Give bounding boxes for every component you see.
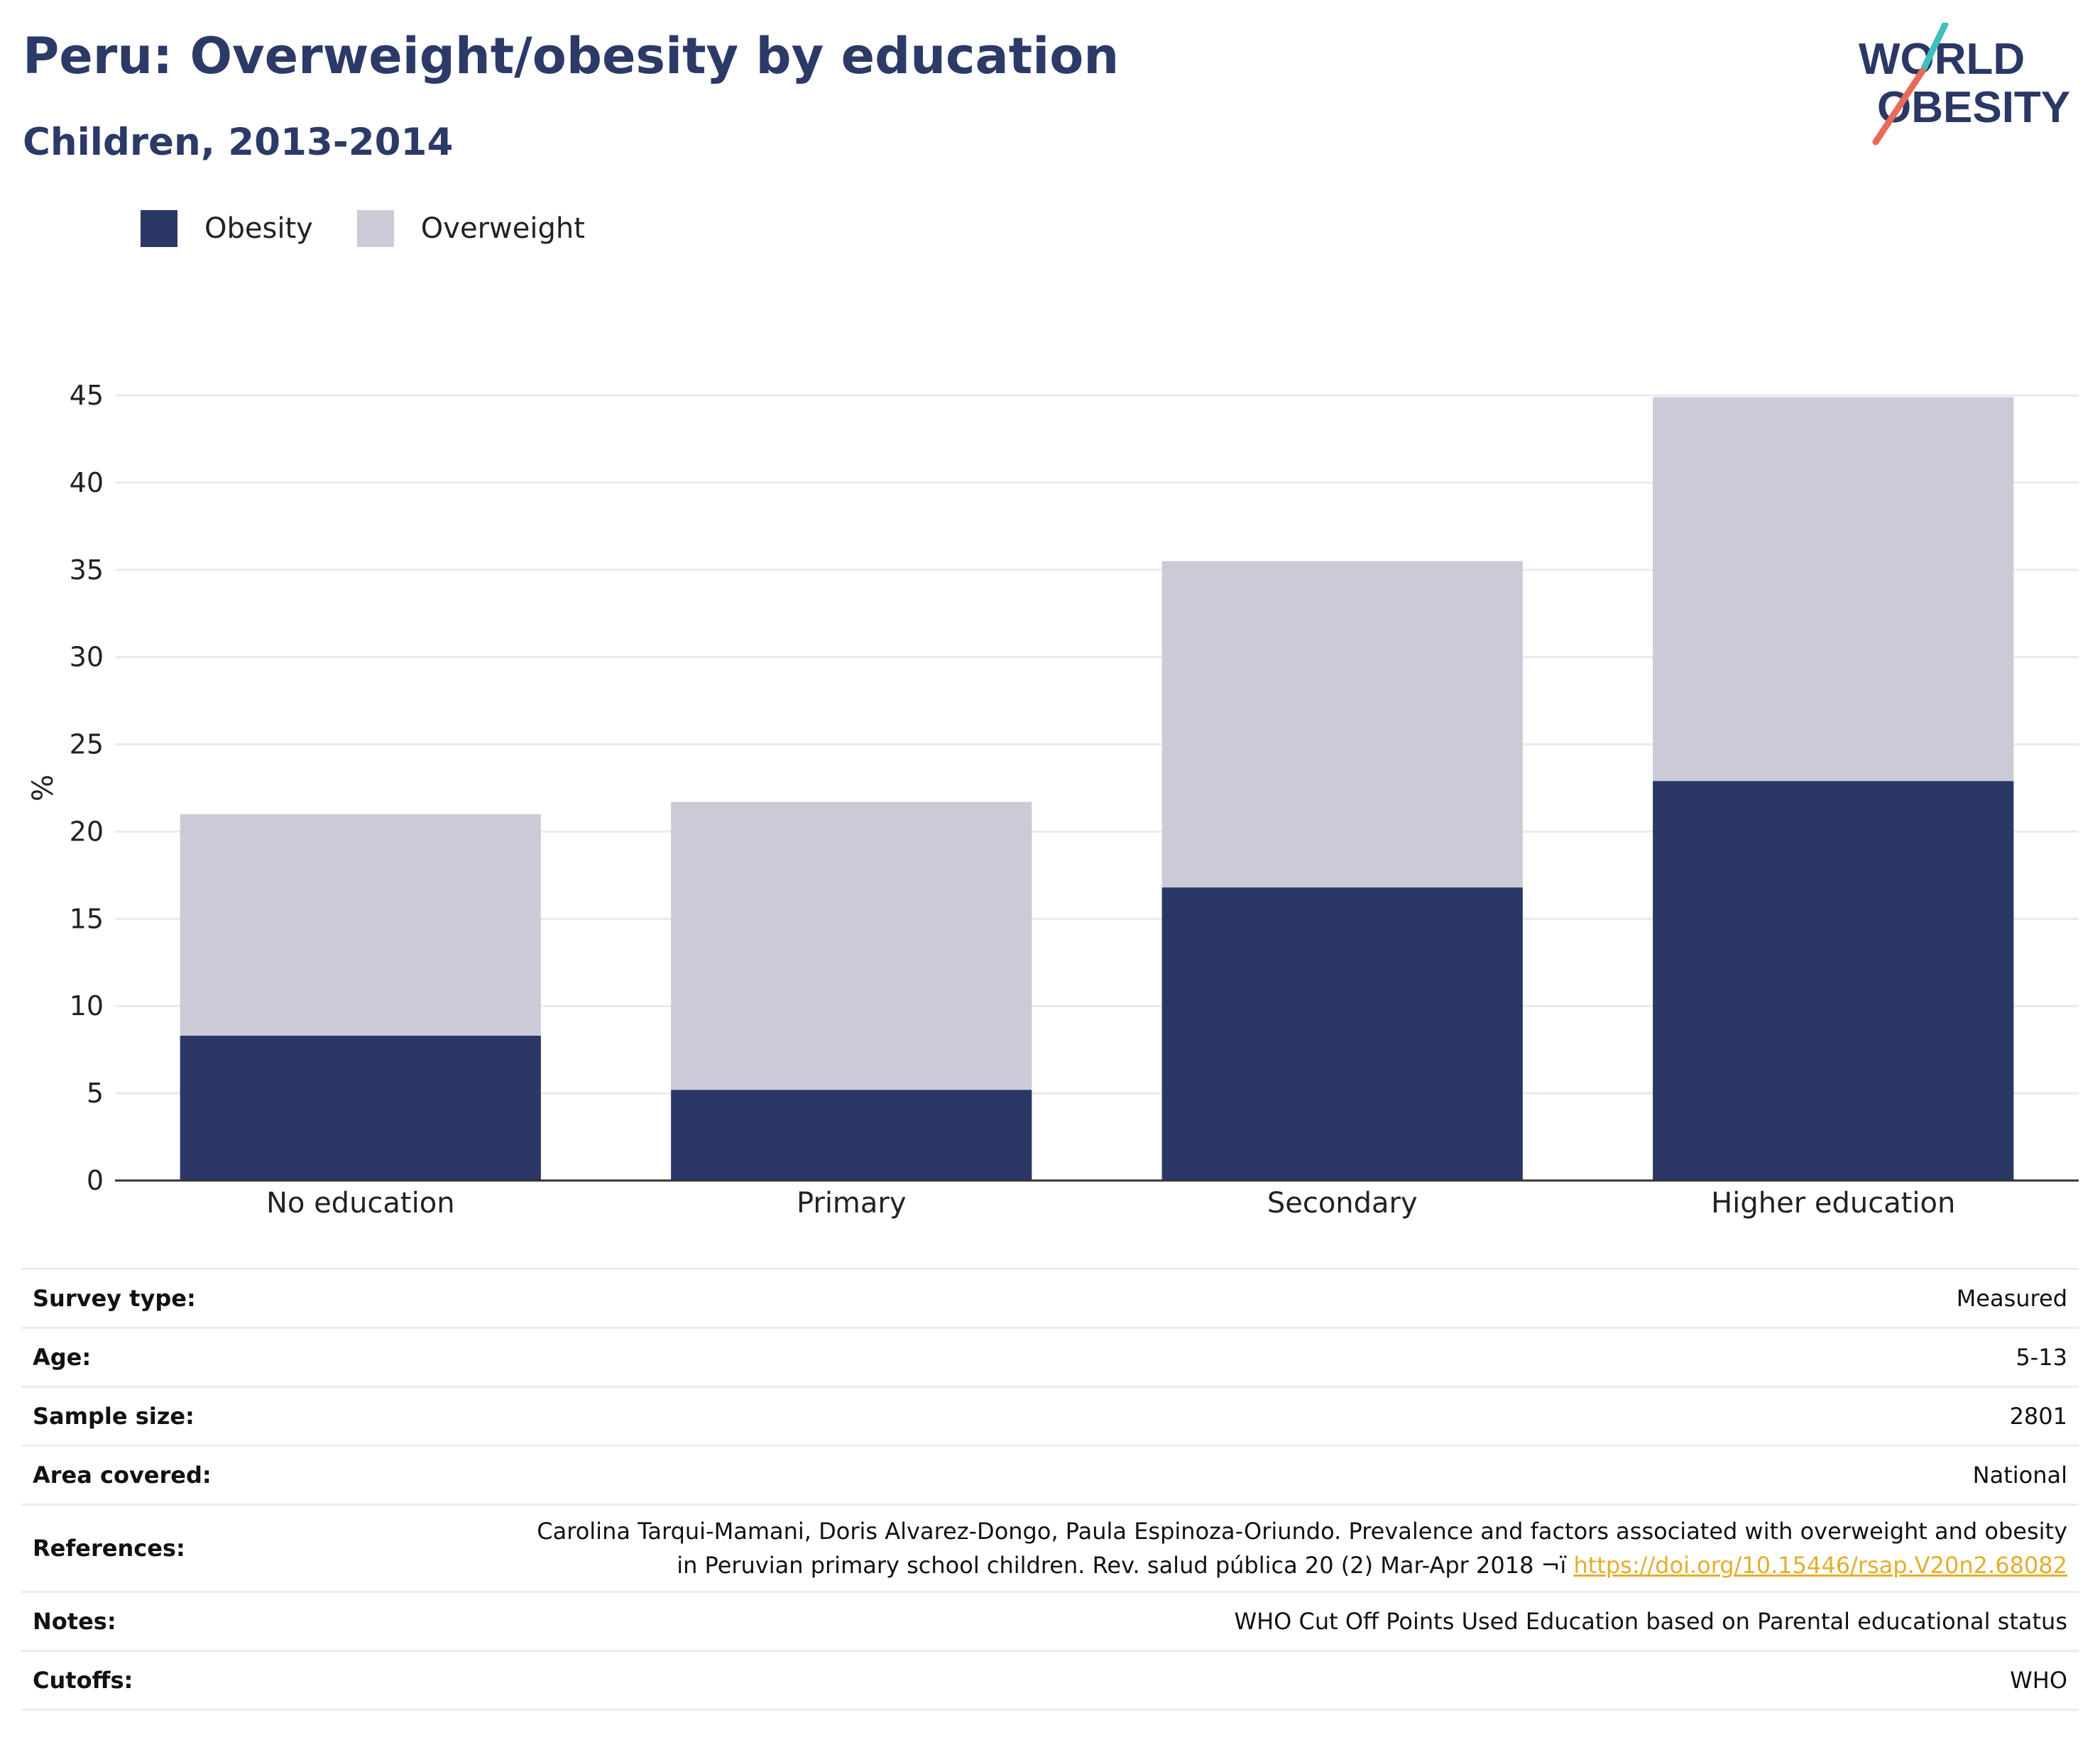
legend-swatch-overweight [356,210,394,247]
meta-value: WHO [342,1650,2079,1711]
y-tick-0: 0 [87,1165,104,1196]
meta-value: WHO Cut Off Points Used Education based … [342,1591,2079,1651]
y-tick-5: 5 [87,1078,104,1109]
legend-label-obesity: Obesity [204,212,313,245]
meta-row-sample-size: Sample size: 2801 [21,1386,2079,1446]
bars [180,397,2014,1181]
meta-row-area-covered: Area covered: National [21,1445,2079,1505]
y-tick-15: 15 [70,903,104,934]
reference-text-line1: Carolina Tarqui-Mamani, Doris Alvarez-Do… [537,1518,2067,1545]
reference-doi-link[interactable]: https://doi.org/10.15446/rsap.V20n2.6808… [1573,1552,2067,1579]
x-tick-labels: No education Primary Secondary Higher educa… [266,1187,1955,1220]
meta-row-age: Age: 5-13 [21,1327,2079,1387]
chart-title: Peru: Overweight/obesity by education [23,27,1120,85]
world-obesity-logo: WORLD OBESITY [1859,23,2070,146]
legend-item-overweight[interactable]: Overweight [356,210,585,247]
x-tick-primary: Primary [797,1187,907,1220]
bar-overweight-primary [671,801,1032,1090]
meta-row-cutoffs: Cutoffs: WHO [21,1650,2079,1711]
chart-subtitle: Children, 2013-2014 [23,121,454,164]
meta-row-notes: Notes: WHO Cut Off Points Used Education… [21,1591,2079,1651]
meta-value: National [342,1445,2079,1505]
meta-label: Sample size: [21,1386,342,1446]
meta-label: References: [21,1504,342,1592]
y-tick-10: 10 [70,990,104,1022]
meta-label: Area covered: [21,1445,342,1505]
legend-item-obesity[interactable]: Obesity [141,210,313,247]
bar-overweight-secondary [1161,561,1523,888]
legend: Obesity Overweight [141,210,629,247]
bar-obesity-secondary [1161,887,1523,1181]
meta-value: 2801 [342,1386,2079,1446]
y-axis-label: % [27,774,60,801]
meta-label: Survey type: [21,1268,342,1328]
y-tick-40: 40 [70,467,104,498]
meta-value-references: Carolina Tarqui-Mamani, Doris Alvarez-Do… [342,1504,2079,1592]
bar-overweight-higher-education [1653,397,2014,782]
legend-swatch-obesity [141,210,177,247]
meta-label: Cutoffs: [21,1650,342,1711]
logo-line1: WORLD [1859,35,2025,84]
x-tick-secondary: Secondary [1267,1187,1418,1220]
meta-row-survey-type: Survey type: Measured [21,1268,2079,1328]
meta-value: 5-13 [342,1327,2079,1387]
meta-label: Age: [21,1327,342,1387]
bar-obesity-no-education [180,1036,541,1181]
x-tick-no-education: No education [266,1187,455,1220]
y-tick-35: 35 [70,554,104,586]
legend-label-overweight: Overweight [420,212,585,245]
survey-metadata-table: Survey type: Measured Age: 5-13 Sample s… [21,1268,2079,1711]
bar-obesity-primary [671,1090,1032,1181]
y-tick-labels: 0 5 10 15 20 25 30 35 40 45 [70,380,104,1196]
meta-label: Notes: [21,1591,342,1651]
bar-overweight-no-education [180,814,541,1036]
x-tick-higher-education: Higher education [1711,1187,1955,1220]
meta-value: Measured [342,1268,2079,1328]
y-tick-45: 45 [70,380,104,411]
meta-row-references: References: Carolina Tarqui-Mamani, Dori… [21,1504,2079,1592]
reference-text-line2: in Peruvian primary school children. Rev… [677,1552,1567,1579]
stacked-bar-chart: 0 5 10 15 20 25 30 35 40 45 No education Primary Se… [27,380,2079,1220]
y-tick-20: 20 [70,816,104,847]
bar-obesity-higher-education [1653,781,2014,1181]
y-tick-25: 25 [70,729,104,760]
y-tick-30: 30 [70,642,104,673]
